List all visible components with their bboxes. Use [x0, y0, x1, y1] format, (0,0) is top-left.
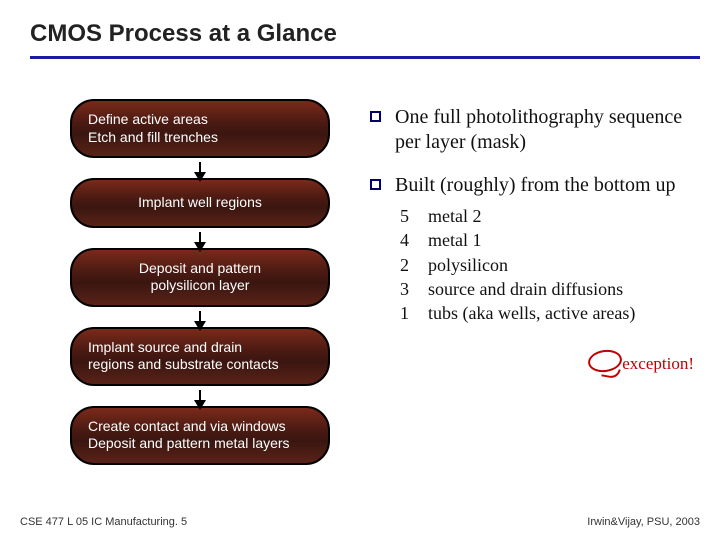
flow-box-2: Implant well regions: [70, 178, 330, 228]
layer-row-1: 5 metal 2: [400, 204, 700, 228]
flow-box-2-text: Implant well regions: [88, 194, 312, 212]
layer-row-3: 2 polysilicon: [400, 253, 700, 277]
square-bullet-icon: [370, 111, 381, 122]
flow-box-1-line2: Etch and fill trenches: [88, 129, 312, 147]
flow-box-5: Create contact and via windows Deposit a…: [70, 406, 330, 465]
flow-box-4: Implant source and drain regions and sub…: [70, 327, 330, 386]
flow-box-3-line1: Deposit and pattern: [88, 260, 312, 278]
square-bullet-icon: [370, 179, 381, 190]
layer-label: source and drain diffusions: [428, 277, 623, 301]
layer-label: polysilicon: [428, 253, 508, 277]
arrow-2: [60, 228, 340, 248]
flow-column: Define active areas Etch and fill trench…: [60, 99, 340, 465]
layer-num: 1: [400, 301, 416, 325]
footer-left: CSE 477 L 05 IC Manufacturing. 5: [20, 516, 187, 528]
flow-box-1: Define active areas Etch and fill trench…: [70, 99, 330, 158]
page-title: CMOS Process at a Glance: [30, 20, 700, 48]
layer-row-4: 3 source and drain diffusions: [400, 277, 700, 301]
title-bar: CMOS Process at a Glance: [0, 0, 720, 52]
flow-box-3: Deposit and pattern polysilicon layer: [70, 248, 330, 307]
layer-row-2: 4 metal 1: [400, 228, 700, 252]
arrow-1: [60, 158, 340, 178]
bullet-1: One full photolithography sequence per l…: [370, 105, 700, 155]
layer-num: 5: [400, 204, 416, 228]
layer-list: 5 metal 2 4 metal 1 2 polysilicon 3 sour…: [400, 204, 700, 325]
flow-box-4-line1: Implant source and drain: [88, 339, 312, 357]
layer-label: tubs (aka wells, active areas): [428, 301, 635, 325]
layer-row-5: 1 tubs (aka wells, active areas): [400, 301, 700, 325]
flow-box-1-line1: Define active areas: [88, 111, 312, 129]
layer-label: metal 2: [428, 204, 481, 228]
arrow-3: [60, 307, 340, 327]
layer-num: 2: [400, 253, 416, 277]
flow-box-5-line1: Create contact and via windows: [88, 418, 312, 436]
exception-annotation: exception!: [622, 354, 694, 374]
footer-right: Irwin&Vijay, PSU, 2003: [587, 516, 700, 528]
bullet-2: Built (roughly) from the bottom up: [370, 173, 700, 198]
layer-num: 4: [400, 228, 416, 252]
arrow-4: [60, 386, 340, 406]
bullet-2-text: Built (roughly) from the bottom up: [395, 173, 676, 198]
flow-box-3-line2: polysilicon layer: [88, 277, 312, 295]
flow-box-5-line2: Deposit and pattern metal layers: [88, 435, 312, 453]
content-area: Define active areas Etch and fill trench…: [0, 59, 720, 465]
bullets-column: One full photolithography sequence per l…: [370, 99, 700, 465]
flow-box-4-line2: regions and substrate contacts: [88, 356, 312, 374]
layer-label: metal 1: [428, 228, 481, 252]
layer-num: 3: [400, 277, 416, 301]
bullet-1-text: One full photolithography sequence per l…: [395, 105, 700, 155]
